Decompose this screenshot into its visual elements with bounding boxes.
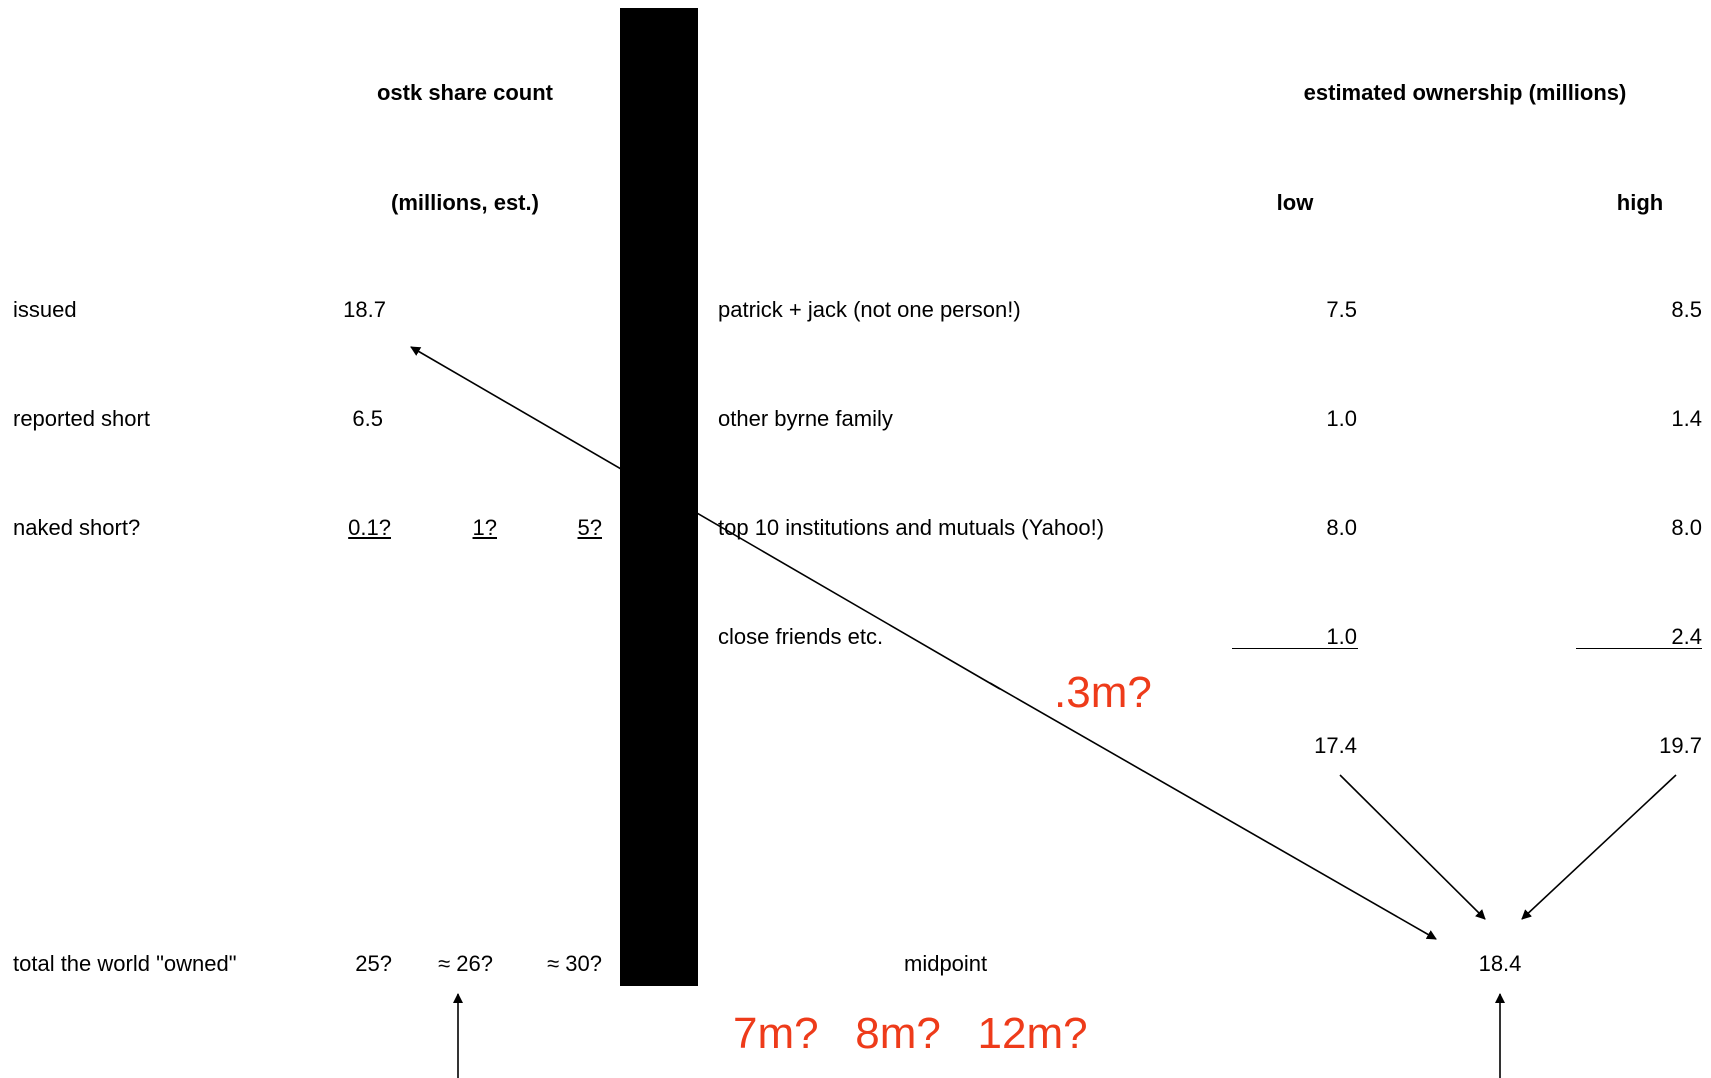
column-high-header: high xyxy=(1616,190,1664,215)
arrow-high-to-midpoint xyxy=(1521,774,1677,920)
issued-label: issued xyxy=(13,297,77,322)
row-label-other-byrne: other byrne family xyxy=(718,406,893,431)
right-title: estimated ownership (millions) xyxy=(1303,80,1627,105)
total-owned-value-1: 25? xyxy=(355,951,392,976)
column-low-header: low xyxy=(1276,190,1314,215)
reported-short-value: 6.5 xyxy=(352,406,383,431)
low-sum-rule xyxy=(1232,648,1358,649)
total-owned-value-2: ≈ 26? xyxy=(438,951,493,976)
difference-annotation: .3m? xyxy=(1054,668,1152,717)
naked-short-label: naked short? xyxy=(13,515,141,540)
reported-short-label: reported short xyxy=(13,406,150,431)
row-label-patrick-jack: patrick + jack (not one person!) xyxy=(718,297,1021,322)
arrow-low-to-midpoint xyxy=(1339,774,1486,920)
row-low-close-friends: 1.0 xyxy=(1326,624,1357,649)
naked-short-value-3: 5? xyxy=(577,515,602,540)
row-low-other-byrne: 1.0 xyxy=(1326,406,1357,431)
total-owned-label: total the world "owned" xyxy=(13,951,237,976)
left-subtitle: (millions, est.) xyxy=(391,190,539,215)
naked-short-value-2: 1? xyxy=(472,515,497,540)
arrow-to-midpoint-from-left xyxy=(989,682,1437,940)
midpoint-value: 18.4 xyxy=(1478,951,1522,976)
row-high-other-byrne: 1.4 xyxy=(1671,406,1702,431)
total-high: 19.7 xyxy=(1659,733,1702,758)
row-high-top10: 8.0 xyxy=(1671,515,1702,540)
row-low-patrick-jack: 7.5 xyxy=(1326,297,1357,322)
gap-annotation: 7m? 8m? 12m? xyxy=(733,1009,1088,1058)
issued-value: 18.7 xyxy=(343,297,386,322)
divider-bar xyxy=(620,8,698,986)
high-sum-rule xyxy=(1576,648,1702,649)
left-title: ostk share count xyxy=(376,80,554,105)
row-high-patrick-jack: 8.5 xyxy=(1671,297,1702,322)
row-label-top10: top 10 institutions and mutuals (Yahoo!) xyxy=(718,515,1105,540)
row-low-top10: 8.0 xyxy=(1326,515,1357,540)
naked-short-value-1: 0.1? xyxy=(348,515,391,540)
midpoint-label: midpoint xyxy=(904,951,988,976)
total-low: 17.4 xyxy=(1314,733,1357,758)
row-high-close-friends: 2.4 xyxy=(1671,624,1702,649)
row-label-close-friends: close friends etc. xyxy=(718,624,884,649)
total-owned-value-3: ≈ 30? xyxy=(547,951,602,976)
